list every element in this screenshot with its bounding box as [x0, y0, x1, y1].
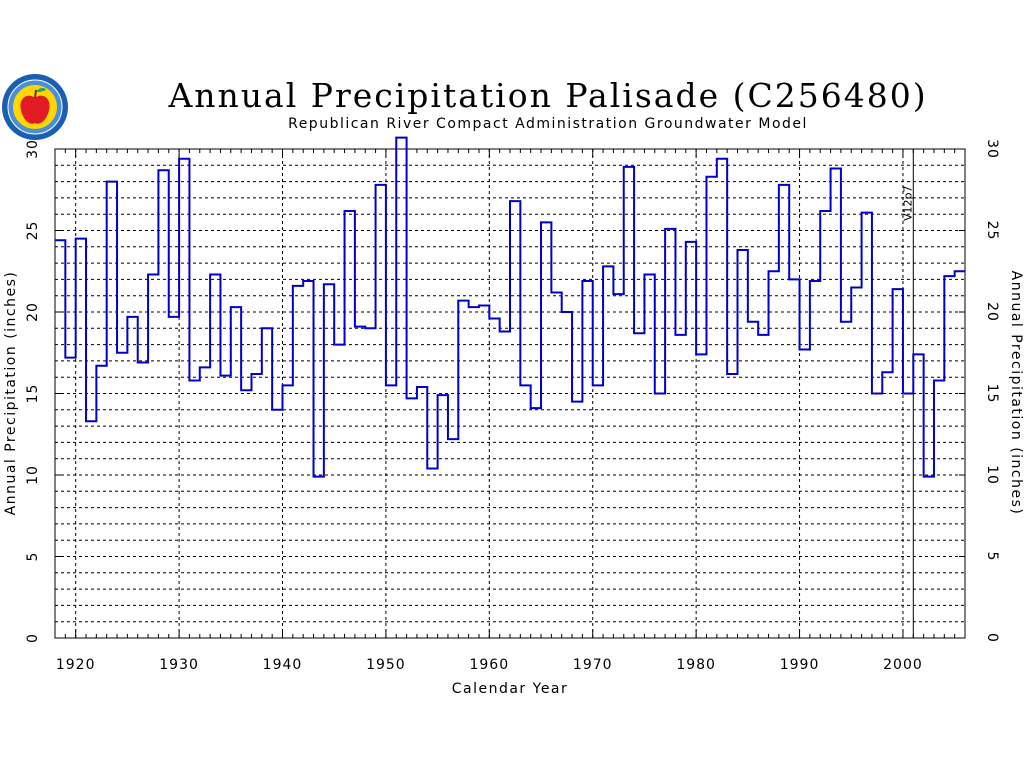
y-tick-label: 30	[25, 139, 41, 159]
y-tick-label: 0	[25, 633, 41, 643]
y-axis-label-left: Annual Precipitation (inches)	[3, 271, 19, 516]
x-tick-label: 1920	[56, 657, 96, 673]
y-tick-label: 5	[25, 552, 41, 562]
x-tick-label: 1950	[366, 657, 406, 673]
y-tick-label-right: 5	[984, 552, 1000, 562]
chart-title: Annual Precipitation Palisade (C256480)	[167, 76, 927, 115]
y-tick-label-right: 10	[984, 465, 1000, 485]
axis-ticks: 0 0 5 5 10 10 15 15 20 20 25 25 30 30 1920 1930 1940 1950…	[25, 139, 1000, 673]
y-tick-label-right: 30	[984, 139, 1000, 159]
y-tick-label: 10	[25, 465, 41, 485]
y-axis-label-right: Annual Precipitation (inches)	[1008, 271, 1024, 516]
x-tick-label: 1990	[780, 657, 820, 673]
marker-label: V12p7	[901, 185, 914, 221]
y-tick-label-right: 20	[984, 302, 1000, 322]
y-tick-label: 15	[25, 384, 41, 404]
grid-lines	[55, 149, 965, 638]
x-tick-label: 2000	[883, 657, 923, 673]
x-tick-label: 1940	[263, 657, 303, 673]
x-tick-label: 1960	[469, 657, 509, 673]
y-tick-label-right: 15	[984, 384, 1000, 404]
y-tick-label: 25	[25, 221, 41, 241]
x-tick-label: 1980	[676, 657, 716, 673]
precipitation-series-line	[55, 136, 965, 478]
y-tick-label-right: 25	[984, 221, 1000, 241]
y-tick-label-right: 0	[984, 633, 1000, 643]
apple-seal-icon	[2, 74, 68, 140]
x-tick-label: 1930	[159, 657, 199, 673]
x-axis-label: Calendar Year	[452, 681, 569, 697]
x-tick-label: 1970	[573, 657, 613, 673]
chart-subtitle: Republican River Compact Administration …	[288, 116, 808, 132]
y-tick-label: 20	[25, 302, 41, 322]
